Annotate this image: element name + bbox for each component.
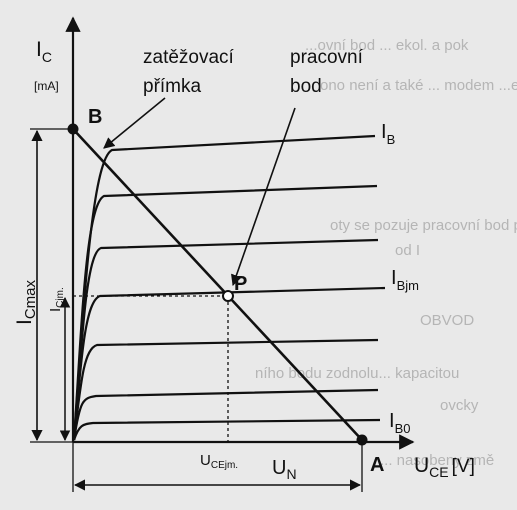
load-line: [72, 128, 363, 441]
curve-label-ibjm: IBjm: [391, 267, 419, 293]
operating-point-label-line2: bod: [290, 76, 322, 97]
svg-text:oty se pozuje pracovní bod p..: oty se pozuje pracovní bod p...: [330, 217, 517, 234]
svg-text:ono není a také ... modem ...: ono není a také ... modem ...eku: [320, 77, 517, 94]
svg-text:... nasobeny změ: ... nasobeny změ: [380, 452, 494, 469]
curve-ib-6: [72, 388, 379, 441]
bleed-through-text: ...ovní bod ... ekol. a pok ono není a t…: [255, 37, 517, 469]
curve-label-ib0: IB0: [389, 410, 410, 436]
curve-ibjm: [72, 286, 386, 441]
svg-text:ovcky: ovcky: [440, 397, 479, 414]
svg-text:...ovní bod ... ekol. a pok: ...ovní bod ... ekol. a pok: [305, 37, 469, 54]
svg-text:od I: od I: [395, 242, 420, 259]
curve-ib: [72, 134, 376, 441]
un-label: UN: [272, 457, 297, 482]
point-b-label: B: [88, 106, 102, 128]
icjm-label: ICjm.: [47, 287, 66, 312]
point-p-label: P: [234, 273, 247, 295]
point-a-label: A: [370, 454, 384, 476]
operating-point-label-line1: pracovní: [290, 47, 364, 68]
svg-text:OBVOD: OBVOD: [420, 312, 474, 329]
point-a-marker: [356, 434, 368, 446]
operating-point-pointer-arrow: [231, 107, 296, 287]
operating-point-marker: [222, 290, 234, 302]
curve-ib0: [72, 418, 381, 441]
icmax-label: ICmax: [13, 279, 39, 325]
characteristic-curves: [72, 134, 386, 441]
load-line-label-line2: přímka: [143, 76, 202, 97]
curve-ib-5: [72, 338, 379, 441]
x-axis-label: UCE [V]: [414, 454, 475, 480]
ucejm-label: UCEjm.: [200, 452, 238, 471]
curve-label-ib: IB: [381, 121, 395, 147]
load-line-pointer-arrow: [103, 97, 166, 149]
svg-text:ního bodu zodnolu... kapacitou: ního bodu zodnolu... kapacitou: [255, 365, 459, 382]
y-axis-unit: [mA]: [34, 79, 59, 93]
y-axis-label: IC: [36, 38, 52, 65]
load-line-label-line1: zatěžovací: [143, 47, 235, 68]
